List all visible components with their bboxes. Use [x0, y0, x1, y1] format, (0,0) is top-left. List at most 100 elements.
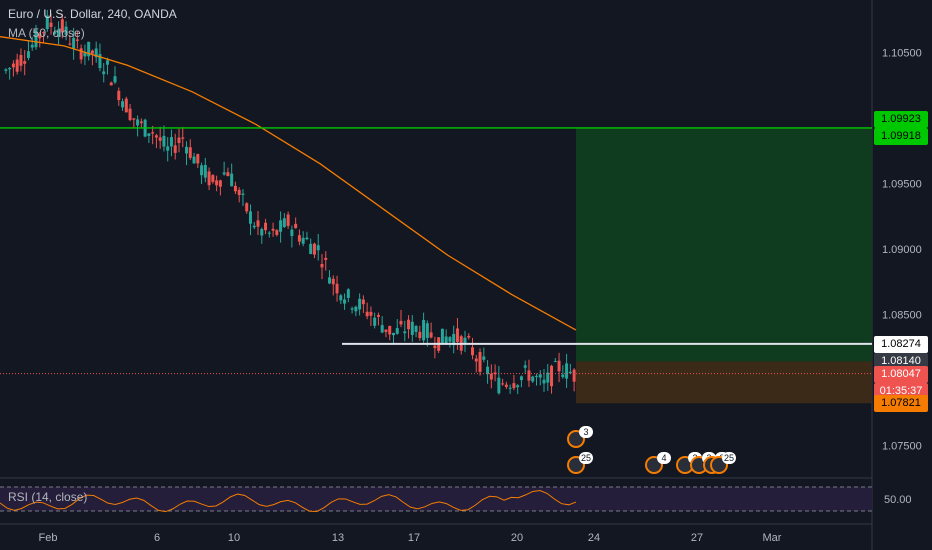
candle-body [486, 366, 490, 375]
candle-body [305, 237, 309, 240]
candle-body [508, 387, 512, 389]
candle-body [151, 132, 155, 134]
candle-body [83, 52, 87, 57]
candle-body [105, 60, 109, 65]
candle-body [542, 379, 546, 384]
candle-body [19, 55, 23, 66]
candle-body [407, 319, 411, 330]
price-tick-label: 1.09000 [882, 244, 922, 256]
candle-body [339, 295, 343, 301]
candle-body [346, 289, 350, 298]
event-count-badge: 25 [722, 452, 736, 464]
candle-body [380, 325, 384, 333]
candle-body [546, 372, 550, 383]
candle-body [399, 320, 403, 325]
candle-body [166, 146, 170, 151]
candle-body [497, 377, 501, 394]
candle-body [410, 321, 414, 335]
candle-body [471, 347, 475, 356]
candle-body [358, 298, 362, 310]
event-count-badge: 25 [579, 452, 593, 464]
candle-body [26, 51, 30, 59]
candle-body [196, 154, 200, 164]
candle-body [264, 222, 268, 231]
rsi-legend[interactable]: RSI (14, close) [8, 490, 88, 504]
candle-body [102, 71, 106, 75]
candle-body [391, 332, 395, 336]
candle-body [53, 31, 57, 34]
candlestick-series [4, 9, 576, 395]
ma50-line [0, 36, 577, 331]
candle-body [185, 146, 189, 154]
candle-body [4, 69, 8, 71]
candle-body [527, 370, 531, 381]
candle-body [565, 363, 569, 379]
candle-body [309, 243, 313, 255]
candle-body [350, 308, 354, 310]
candle-body [369, 311, 373, 316]
candle-body [429, 332, 433, 338]
candle-body [98, 54, 102, 69]
candle-body [162, 135, 166, 147]
candle-body [331, 278, 335, 285]
candle-body [519, 376, 523, 381]
candle-body [45, 15, 49, 30]
candle-body [252, 225, 256, 228]
candle-body [504, 384, 508, 387]
candle-body [463, 337, 467, 344]
candle-body [241, 193, 245, 195]
candle-body [23, 61, 27, 64]
candle-body [335, 283, 339, 294]
candle-body [444, 336, 448, 344]
candle-body [282, 218, 286, 227]
candle-body [38, 33, 42, 39]
time-tick-label: Feb [39, 532, 58, 544]
candle-body [425, 323, 429, 339]
candle-body [226, 172, 230, 177]
candle-body [42, 32, 46, 34]
time-tick-label: 17 [408, 532, 420, 544]
price-tick-label: 1.10500 [882, 47, 922, 59]
candle-body [72, 37, 76, 49]
candle-body [376, 314, 380, 317]
candle-body [388, 325, 392, 335]
event-count-badge: 3 [579, 426, 593, 438]
chart-overlays [0, 36, 872, 375]
candle-body [230, 173, 234, 187]
candle-body [286, 214, 290, 226]
price-tick-label: 1.09500 [882, 178, 922, 190]
candle-body [245, 203, 249, 212]
candle-body [523, 365, 527, 368]
ma-legend[interactable]: MA (50, close) [8, 26, 85, 40]
candle-body [489, 373, 493, 380]
candle-body [482, 356, 486, 360]
price-tick-label: 1.08500 [882, 309, 922, 321]
candle-body [207, 171, 211, 186]
time-tick-label: 13 [332, 532, 344, 544]
rsi-pane [0, 486, 872, 513]
candle-body [136, 119, 140, 126]
symbol-legend[interactable]: Euro / U.S. Dollar, 240, OANDA [8, 7, 177, 21]
candle-body [267, 232, 271, 234]
candle-body [181, 137, 185, 139]
candle-body [301, 237, 305, 244]
time-tick-label: 27 [691, 532, 703, 544]
candle-body [117, 90, 121, 101]
candle-body [121, 101, 125, 108]
candle-body [177, 137, 181, 144]
candle-body [158, 137, 162, 141]
candle-body [113, 76, 117, 83]
candle-body [297, 235, 301, 242]
candle-body [422, 319, 426, 341]
candle-body [60, 19, 64, 33]
candle-body [279, 220, 283, 232]
candle-body [512, 383, 516, 389]
candle-body [87, 41, 91, 57]
time-tick-label: 10 [228, 532, 240, 544]
candle-body [237, 189, 241, 195]
candle-body [79, 48, 83, 60]
last-price-label: 1.08047 [874, 365, 928, 383]
horizontal-line-label: 1.08274 [874, 335, 928, 353]
candle-body [154, 135, 158, 138]
